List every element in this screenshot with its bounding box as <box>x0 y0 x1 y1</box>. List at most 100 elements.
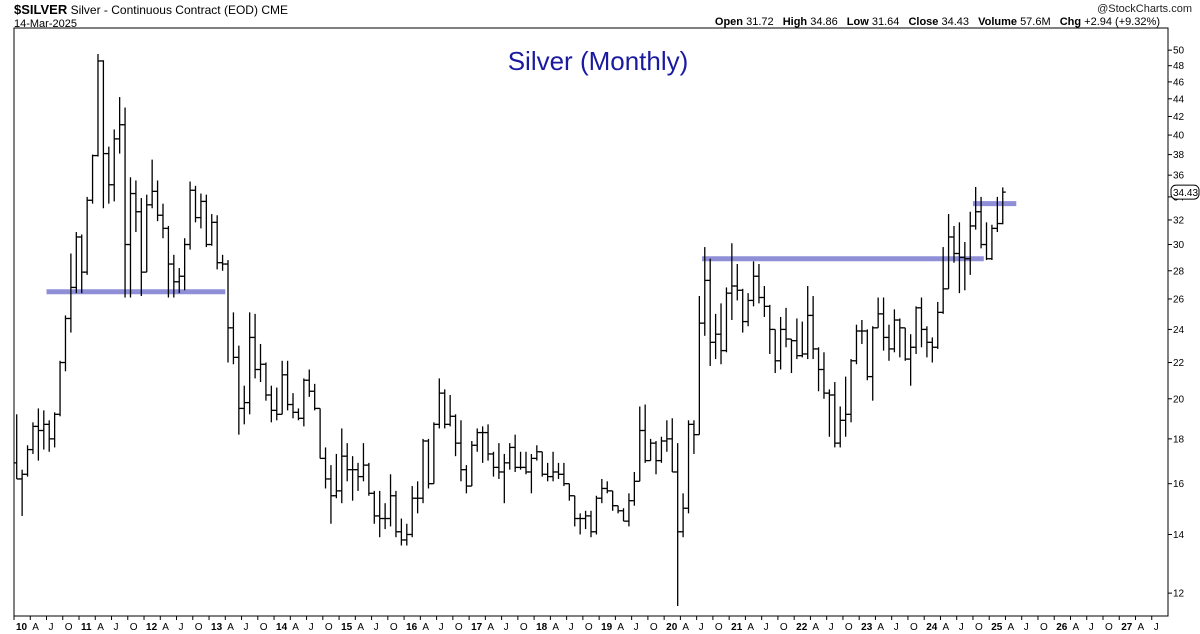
ohlc-bar <box>555 462 562 479</box>
ohlc-bar <box>615 505 622 514</box>
y-tick-label: 50 <box>1173 46 1185 57</box>
ohlc-bar <box>885 324 892 361</box>
ohlc-bar <box>311 383 318 411</box>
ohlc-bar <box>907 334 914 386</box>
x-year-label: 25 <box>991 622 1003 633</box>
ohlc-bar <box>896 318 903 358</box>
ohlc-bar <box>62 315 69 372</box>
low-value: 31.64 <box>871 16 900 28</box>
ohlc-bar <box>913 306 920 354</box>
x-month-label: A <box>747 622 754 633</box>
ohlc-bar <box>398 518 405 546</box>
ohlc-bar <box>550 451 557 482</box>
x-month-label: O <box>390 622 398 633</box>
ohlc-bar <box>669 418 676 473</box>
ohlc-bar <box>788 338 795 374</box>
ohlc-bar <box>999 187 1006 225</box>
ohlc-bar <box>409 486 416 538</box>
ohlc-bar <box>793 318 800 360</box>
x-month-label: J <box>764 622 769 633</box>
x-month-label: J <box>179 622 184 633</box>
ohlc-bar <box>295 408 302 421</box>
volume-label: Volume <box>978 16 1017 28</box>
price-bars <box>13 53 1006 607</box>
x-month-label: A <box>97 622 104 633</box>
ohlc-bar <box>376 490 383 538</box>
y-tick-label: 14 <box>1173 530 1185 541</box>
ohlc-bar <box>961 241 968 291</box>
ohlc-bar <box>804 286 811 360</box>
ohlc-bar <box>923 326 930 358</box>
ohlc-bar <box>653 440 660 475</box>
y-tick-label: 48 <box>1173 61 1185 72</box>
ohlc-bar <box>571 495 578 527</box>
ohlc-bar <box>842 376 849 437</box>
y-tick-label: 26 <box>1173 294 1185 305</box>
ohlc-bar <box>636 406 643 482</box>
x-month-label: O <box>585 622 593 633</box>
ohlc-bar <box>197 193 204 229</box>
ohlc-bar <box>728 243 735 321</box>
open-label: Open <box>714 16 744 28</box>
x-month-label: J <box>1154 622 1159 633</box>
x-year-label: 23 <box>861 622 873 633</box>
symbol-description: Silver - Continuous Contract (EOD) <box>70 3 258 17</box>
x-month-label: O <box>780 622 788 633</box>
ohlc-bar <box>582 510 589 530</box>
ohlc-bar <box>560 462 567 487</box>
ohlc-bar <box>837 406 844 448</box>
ohlc-bar <box>625 493 632 527</box>
ohlc-bar <box>815 347 822 392</box>
ohlc-bar <box>116 97 123 154</box>
ohlc-bar <box>414 481 421 514</box>
x-month-label: A <box>422 622 429 633</box>
ohlc-bar <box>598 478 605 504</box>
x-axis: 10 A J O 11 A J O 12 A J O 13 A J O 14 A J O 15 A J O 16 A J O 17 A J O… <box>13 616 1159 633</box>
x-month-label: A <box>1072 622 1079 633</box>
x-year-label: 27 <box>1121 622 1133 633</box>
ohlc-bar <box>680 493 687 538</box>
ohlc-bar <box>284 360 291 411</box>
y-tick-label: 32 <box>1173 215 1185 226</box>
ohlc-bar <box>528 453 535 494</box>
ohlc-bar <box>333 453 340 499</box>
ohlc-bar <box>40 410 47 450</box>
x-month-label: A <box>617 622 624 633</box>
quote-bar: Open 31.72 High 34.86 Low 31.64 Close 34… <box>715 16 1160 28</box>
ohlc-bar <box>869 326 876 401</box>
x-month-label: J <box>504 622 509 633</box>
ohlc-bar <box>495 443 502 479</box>
high-value: 34.86 <box>810 16 838 28</box>
brand-watermark[interactable]: @StockCharts.com <box>1097 3 1192 15</box>
ohlc-bar <box>19 469 26 516</box>
y-tick-label: 38 <box>1173 150 1185 161</box>
ohlc-bar <box>723 287 730 353</box>
x-month-label: O <box>650 622 658 633</box>
y-tick-label: 42 <box>1173 112 1185 123</box>
x-year-label: 16 <box>406 622 418 633</box>
ohlc-bar <box>512 434 519 472</box>
ohlc-bar <box>273 387 280 421</box>
ohlc-bar <box>718 303 725 365</box>
ohlc-bar <box>192 185 199 223</box>
y-tick-label: 12 <box>1173 589 1185 600</box>
ohlc-bar <box>799 321 806 358</box>
x-year-label: 26 <box>1056 622 1068 633</box>
chart-header: $SILVER Silver - Continuous Contract (EO… <box>14 3 288 31</box>
x-year-label: 21 <box>731 622 743 633</box>
x-month-label: A <box>292 622 299 633</box>
y-tick-label: 40 <box>1173 131 1185 142</box>
ohlc-bar <box>853 324 860 365</box>
ohlc-bar <box>257 343 264 383</box>
x-month-label: J <box>1024 622 1029 633</box>
x-month-label: J <box>374 622 379 633</box>
ohlc-bar <box>457 420 464 482</box>
ohlc-bar <box>300 378 307 427</box>
ohlc-bar <box>420 438 427 504</box>
x-month-label: O <box>195 622 203 633</box>
symbol: $SILVER <box>14 2 68 17</box>
ohlc-bar <box>425 438 432 489</box>
ohlc-bar <box>187 181 194 250</box>
ohlc-bar <box>279 360 286 415</box>
